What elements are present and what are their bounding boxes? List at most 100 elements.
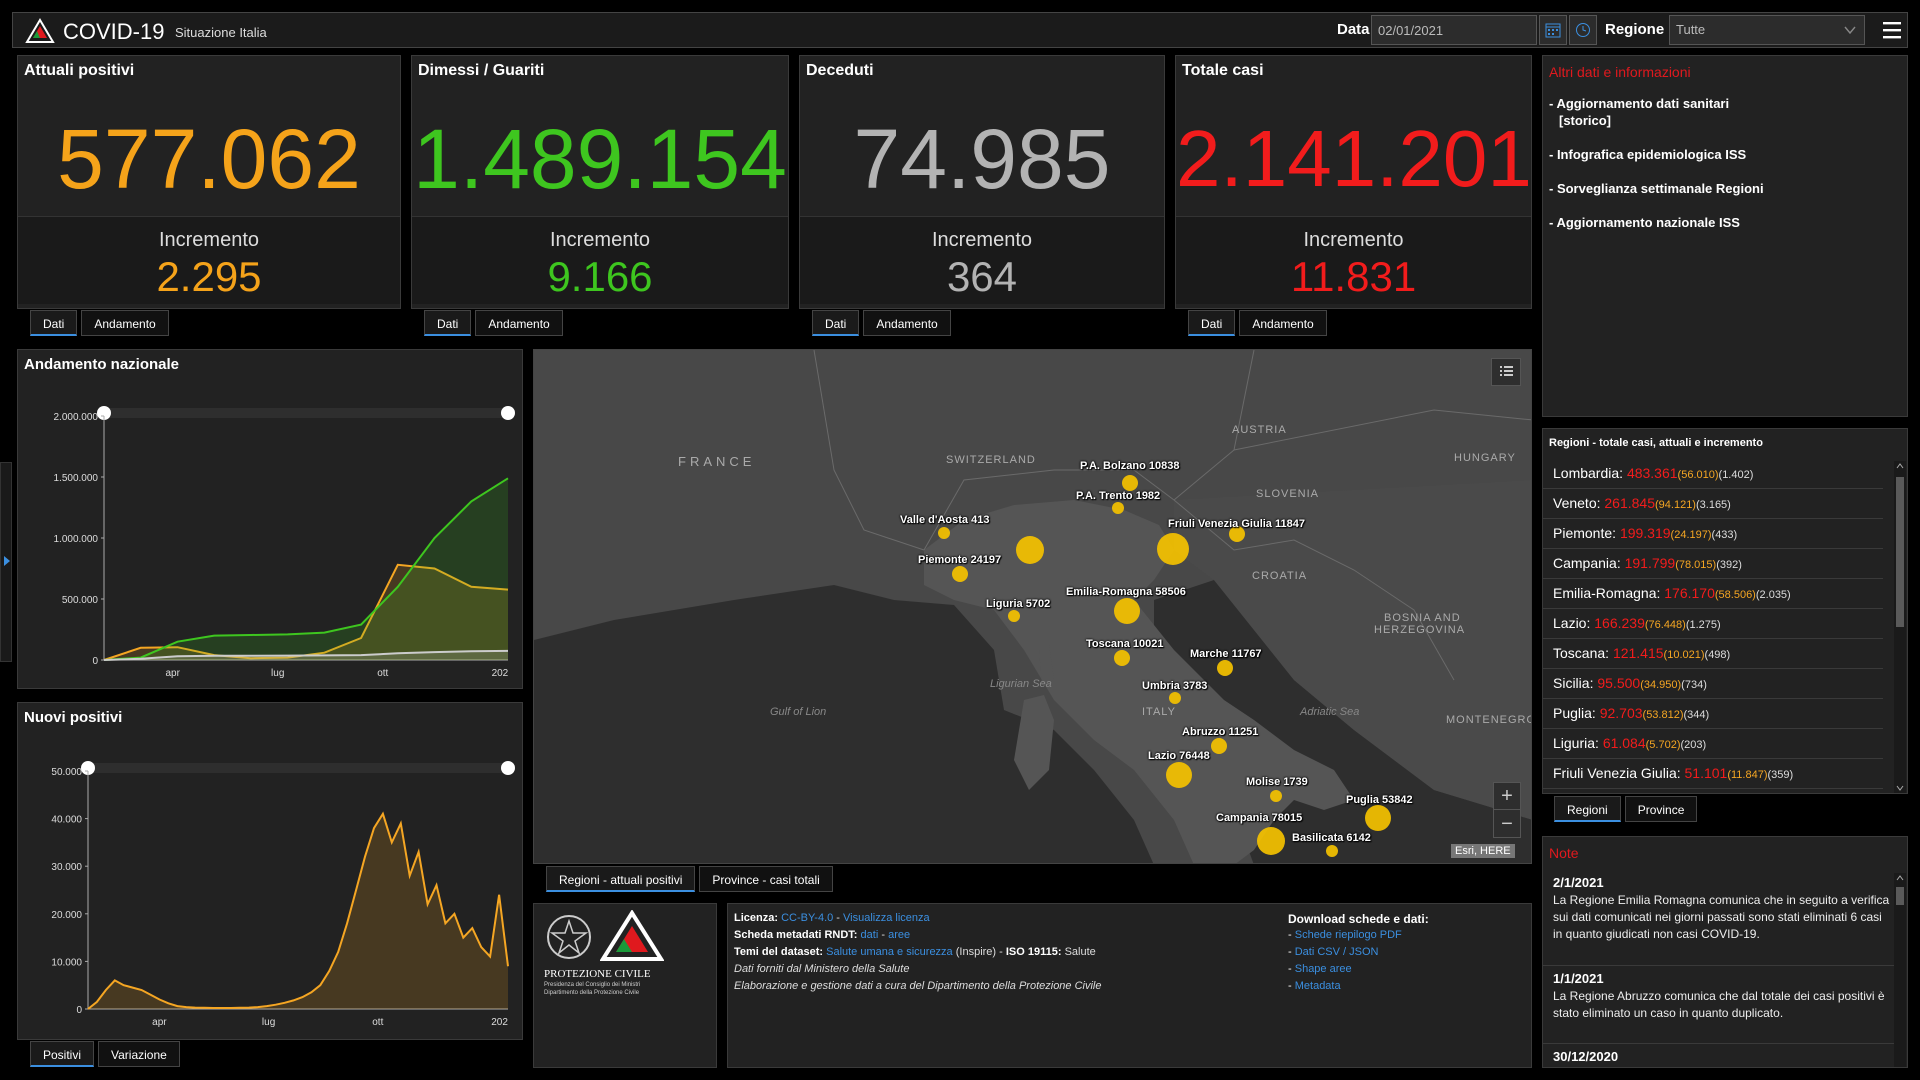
scrollbar-thumb[interactable] [1896,887,1904,905]
date-label: Data [1337,21,1370,38]
app-title: COVID-19 [63,19,165,44]
region-bubble[interactable] [1365,805,1391,831]
region-bubble[interactable] [1211,738,1227,754]
themes-link[interactable]: Salute umana e sicurezza [826,946,953,958]
note-date: 30/12/2020 [1553,1049,1619,1064]
stat-inc-label: Incremento [931,229,1033,251]
stat-card-attuali-positivi: Attuali positivi 577.062 Incremento 2.29… [17,55,401,309]
tab-variazione[interactable]: Variazione [98,1041,180,1067]
map-legend-button[interactable] [1491,358,1521,386]
region-bubble[interactable] [1326,845,1338,857]
scrollbar-thumb[interactable] [1896,477,1904,627]
range-slider-handle[interactable] [97,406,111,420]
region-bubble[interactable] [1257,827,1285,855]
region-bubble[interactable] [952,566,968,582]
tab-andamento[interactable]: Andamento [863,310,951,336]
metadata-aree-link[interactable]: aree [888,929,911,941]
tab-dati[interactable]: Dati [424,310,472,336]
region-bubble[interactable] [1008,610,1020,622]
license-link[interactable]: CC-BY-4.0 [781,912,834,924]
iso-value: Salute [1061,946,1096,958]
region-increment: (1.402) [1718,469,1754,481]
tab-province[interactable]: Province [1624,796,1698,822]
region-row[interactable]: Lombardia: 483.361(56.010)(1.402) [1543,459,1883,489]
tab-province-casi-totali[interactable]: Province - casi totali [699,866,833,892]
info-link-infografica[interactable]: - Infografica epidemiologica ISS [1549,147,1747,162]
calendar-button[interactable] [1539,15,1567,45]
region-row[interactable]: Toscana: 121.415(10.021)(498) [1543,639,1883,669]
range-slider-handle[interactable] [81,761,95,775]
map-region-label: Lazio 76448 [1148,750,1210,762]
zoom-out-icon[interactable]: − [1501,813,1513,835]
download-shape-link[interactable]: Shape aree [1294,963,1352,975]
region-name: Liguria: [1553,735,1599,751]
region-bubble[interactable] [1112,502,1124,514]
clock-button[interactable] [1569,15,1597,45]
region-bubble-veneto[interactable] [1157,533,1189,565]
notes-panel: Note 2/1/2021 La Regione Emilia Romagna … [1542,836,1908,1068]
region-bubble[interactable] [1169,692,1181,704]
region-row[interactable]: Campania: 191.799(78.015)(392) [1543,549,1883,579]
tab-positivi[interactable]: Positivi [30,1041,95,1067]
x-tick-label: lug [271,668,284,679]
region-current: (34.950) [1640,679,1682,691]
tab-andamento[interactable]: Andamento [81,310,169,336]
region-bubble[interactable] [1166,762,1192,788]
license-sep: - [833,912,844,924]
stat-increment-box: Incremento 364 [800,216,1164,304]
region-bubble-lombardia[interactable] [1016,536,1044,564]
region-row[interactable]: Veneto: 261.845(94.121)(3.165) [1543,489,1883,519]
tab-regioni[interactable]: Regioni [1554,796,1621,822]
region-bubble[interactable] [1217,660,1233,676]
notes-scrollbar[interactable] [1894,873,1906,1067]
side-panel-toggle[interactable] [0,462,12,662]
tab-dati[interactable]: Dati [812,310,860,336]
info-link-sorveglianza[interactable]: - Sorveglianza settimanale Regioni [1549,181,1764,196]
zoom-in-icon[interactable]: + [1494,783,1520,810]
region-list: Lombardia: 483.361(56.010)(1.402) Veneto:… [1543,459,1889,793]
region-row[interactable]: Friuli Venezia Giulia: 51.101(11.847)(35… [1543,759,1883,789]
tab-dati[interactable]: Dati [30,310,78,336]
download-pdf-link[interactable]: Schede riepilogo PDF [1294,929,1402,941]
region-bubble[interactable] [1114,650,1130,666]
tab-andamento[interactable]: Andamento [1239,310,1327,336]
download-metadata-link[interactable]: Metadata [1294,980,1341,992]
download-csv-link[interactable]: Dati CSV / JSON [1294,946,1379,958]
range-slider-handle[interactable] [501,761,515,775]
new-positives-chart: 50.000 40.000 30.000 20.000 10.000 0 apr lug ott… [51,761,515,1028]
region-row[interactable]: Piemonte: 199.319(24.197)(433) [1543,519,1883,549]
info-link-storico[interactable]: [storico] [1559,113,1611,128]
stat-value: 1.489.154 [413,112,787,206]
tab-regioni-attuali-positivi[interactable]: Regioni - attuali positivi [546,866,696,892]
region-bubble[interactable] [1122,475,1138,491]
country-label: ITALY [1142,706,1176,718]
map-view[interactable]: FRANCE SWITZERLAND AUSTRIA HUNGARY SLOVE… [533,349,1532,864]
region-list-scrollbar[interactable] [1894,461,1906,793]
region-row[interactable]: Puglia: 92.703(53.812)(344) [1543,699,1883,729]
region-bubble[interactable] [1229,526,1245,542]
range-slider-handle[interactable] [501,406,515,420]
metadata-dati-link[interactable]: dati [860,929,879,941]
map-attribution[interactable]: Esri, HERE [1451,844,1515,858]
info-link-iss[interactable]: - Aggiornamento nazionale ISS [1549,215,1740,230]
info-link-aggiornamento[interactable]: - Aggiornamento dati sanitari [1549,96,1730,111]
tab-andamento[interactable]: Andamento [475,310,563,336]
map-region-label: Puglia 53842 [1346,794,1413,806]
view-license-link[interactable]: Visualizza licenza [843,912,930,924]
chevron-right-icon [4,556,10,566]
region-bubble[interactable] [1270,790,1282,802]
region-increment: (203) [1680,739,1707,751]
menu-button[interactable] [1879,17,1905,43]
tab-dati[interactable]: Dati [1188,310,1236,336]
region-row[interactable]: Emilia-Romagna: 176.170(58.506)(2.035) [1543,579,1883,609]
chart-andamento-nazionale: Andamento nazionale 2.000.000 1.500.000 1.… [17,349,523,689]
region-bubble[interactable] [938,527,950,539]
region-row[interactable]: Lazio: 166.239(76.448)(1.275) [1543,609,1883,639]
region-row[interactable]: Liguria: 61.084(5.702)(203) [1543,729,1883,759]
region-select[interactable]: Tutte [1669,15,1865,45]
date-input[interactable] [1371,15,1537,45]
region-bubble[interactable] [1114,598,1140,624]
national-trend-chart: 2.000.000 1.500.000 1.000.000 500.000 0 apr lu… [54,406,515,679]
y-tick-label: 500.000 [62,595,99,606]
region-row[interactable]: Sicilia: 95.500(34.950)(734) [1543,669,1883,699]
